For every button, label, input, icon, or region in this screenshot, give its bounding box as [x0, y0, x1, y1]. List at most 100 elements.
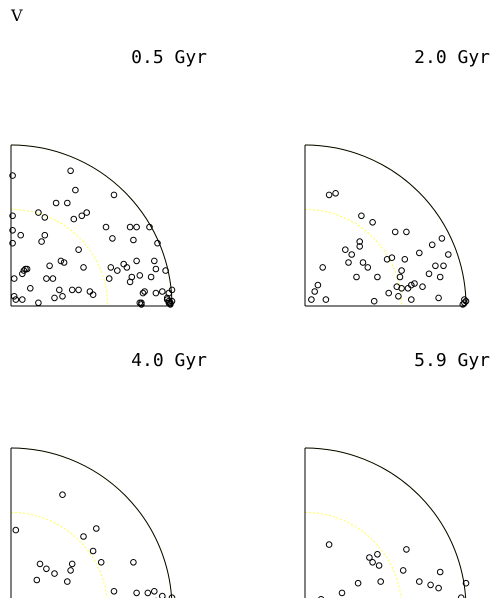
- point-0-12: [23, 265, 31, 273]
- point-1-27: [398, 267, 405, 274]
- point-3-12: [416, 578, 423, 585]
- point-1-21: [388, 254, 396, 262]
- point-2-3: [43, 565, 50, 573]
- point-0-51: [130, 236, 137, 244]
- point-0-24: [56, 286, 63, 294]
- point-0-46: [120, 260, 127, 268]
- point-1-47: [461, 296, 468, 303]
- point-0-26: [59, 293, 66, 300]
- point-1-30: [404, 285, 412, 292]
- point-1-9: [348, 251, 356, 258]
- point-0-48: [126, 223, 134, 231]
- point-0-52: [133, 223, 140, 231]
- point-1-16: [369, 219, 376, 226]
- point-1-38: [432, 262, 439, 270]
- point-0-27: [60, 259, 68, 266]
- point-0-37: [83, 209, 90, 216]
- point-0-8: [19, 296, 26, 303]
- point-0-50: [128, 273, 136, 281]
- point-2-10: [89, 547, 97, 555]
- point-2-4: [51, 570, 58, 577]
- point-0-44: [110, 191, 118, 199]
- panel-4-0-gyr: 4.0 Gyr: [10, 350, 207, 598]
- point-1-3: [319, 264, 327, 271]
- point-1-11: [356, 238, 364, 245]
- point-0-0: [9, 172, 16, 179]
- point-0-54: [136, 272, 144, 279]
- point-1-46: [462, 297, 470, 305]
- point-0-18: [41, 214, 49, 221]
- point-0-22: [51, 294, 58, 302]
- point-1-1: [311, 288, 319, 295]
- point-0-20: [46, 262, 53, 270]
- point-0-39: [89, 291, 97, 299]
- point-3-7: [374, 551, 381, 558]
- point-0-47: [123, 264, 131, 271]
- corner-label-v: V: [10, 6, 23, 25]
- point-2-0: [12, 526, 20, 534]
- point-1-2: [314, 281, 322, 289]
- point-0-73: [168, 286, 176, 294]
- guide-arc-3-1: [304, 447, 467, 598]
- point-0-61: [147, 273, 155, 281]
- point-1-40: [436, 273, 444, 281]
- point-1-13: [358, 212, 365, 220]
- point-0-3: [9, 239, 16, 247]
- point-3-3: [354, 579, 362, 587]
- point-0-36: [80, 264, 87, 271]
- point-2-21: [159, 592, 166, 598]
- point-2-5: [59, 491, 66, 499]
- panel-title-1: 2.0 Gyr: [414, 47, 490, 68]
- point-0-60: [146, 223, 153, 231]
- point-0-30: [68, 286, 76, 294]
- point-0-40: [102, 223, 110, 231]
- panel-2-boundary-arc: [10, 447, 173, 598]
- point-0-13: [27, 285, 34, 292]
- point-2-13: [110, 588, 118, 595]
- guide-arc-1-1: [304, 144, 467, 307]
- point-3-10: [399, 567, 407, 574]
- point-3-1: [325, 541, 333, 548]
- point-3-6: [369, 559, 376, 566]
- point-1-17: [370, 297, 378, 305]
- point-3-14: [435, 584, 442, 592]
- point-1-0: [308, 296, 315, 303]
- point-0-10: [20, 267, 28, 274]
- point-3-15: [436, 568, 444, 576]
- point-1-14: [359, 259, 367, 266]
- panel-0-5-gyr: 0.5 Gyr: [9, 47, 207, 308]
- point-0-74: [167, 299, 174, 307]
- point-2-18: [144, 589, 152, 597]
- point-0-58: [139, 289, 147, 297]
- point-3-9: [377, 578, 385, 585]
- point-1-6: [332, 190, 339, 197]
- point-0-57: [138, 299, 145, 307]
- panel-3-boundary-arc: [304, 447, 467, 598]
- point-3-13: [427, 581, 434, 589]
- point-0-7: [17, 231, 25, 239]
- point-0-66: [159, 288, 166, 295]
- point-3-8: [375, 562, 383, 569]
- point-0-2: [9, 227, 16, 234]
- point-1-15: [364, 264, 372, 271]
- point-1-43: [445, 251, 452, 258]
- panel-title-0: 0.5 Gyr: [131, 47, 207, 68]
- point-1-29: [403, 228, 410, 236]
- point-0-6: [12, 296, 20, 303]
- point-3-11: [403, 546, 410, 553]
- point-0-25: [57, 257, 65, 265]
- point-0-63: [152, 265, 160, 273]
- point-0-65: [154, 239, 161, 247]
- point-1-35: [419, 283, 426, 291]
- point-0-32: [72, 186, 79, 194]
- point-1-25: [396, 273, 404, 281]
- point-2-7: [67, 567, 74, 574]
- guide-arc-1-0: [304, 208, 403, 307]
- point-0-34: [75, 286, 82, 294]
- point-0-31: [70, 215, 78, 223]
- point-2-17: [133, 589, 140, 597]
- panel-5-9-gyr: 5.9 Gyr: [304, 350, 490, 598]
- point-0-59: [141, 288, 148, 295]
- point-1-4: [322, 296, 330, 303]
- point-3-5: [366, 554, 373, 561]
